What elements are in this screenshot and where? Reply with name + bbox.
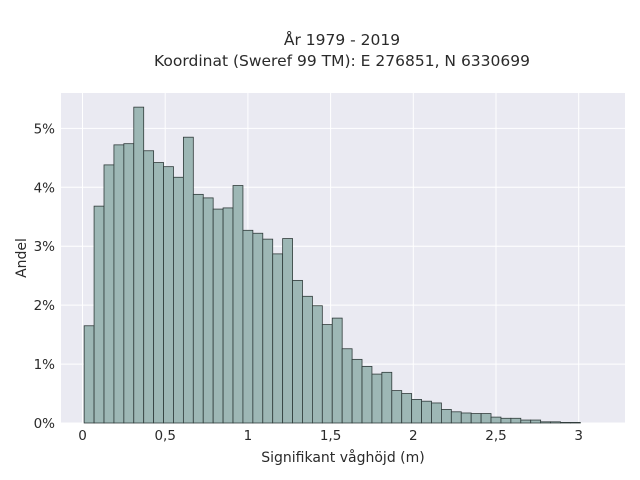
- histogram-bar: [133, 106, 145, 424]
- histogram-bar: [341, 348, 353, 424]
- x-tick-label: 2: [409, 428, 418, 444]
- y-tick-label: 0%: [34, 416, 56, 432]
- histogram-bar: [163, 166, 174, 424]
- histogram-bar: [192, 193, 204, 424]
- x-tick-label: 0: [78, 428, 87, 444]
- histogram-bar: [103, 164, 115, 424]
- x-axis-label: Signifikant våghöjd (m): [261, 449, 424, 466]
- histogram-bar: [450, 411, 462, 424]
- chart-title-line-1: År 1979 - 2019: [284, 30, 400, 49]
- histogram-bar: [252, 232, 264, 424]
- histogram-bar: [321, 324, 333, 424]
- histogram-bar: [123, 143, 135, 424]
- y-tick-label: 1%: [34, 357, 56, 373]
- y-tick-label: 2%: [34, 298, 56, 314]
- histogram-bar: [302, 295, 313, 424]
- histogram-bar: [391, 390, 403, 424]
- histogram-bar: [242, 229, 254, 424]
- x-tick-label: 2,5: [485, 428, 506, 444]
- x-tick-label: 1: [244, 428, 253, 444]
- y-axis-ticks: 0% 1% 2% 3% 4% 5%: [34, 121, 56, 432]
- y-axis-label: Andel: [14, 238, 30, 278]
- histogram-bar: [421, 400, 432, 424]
- histogram-bar: [312, 305, 323, 424]
- y-tick-label: 4%: [34, 180, 56, 196]
- histogram-bar: [361, 366, 373, 424]
- histogram-bar: [381, 371, 393, 424]
- histogram-bar: [182, 136, 194, 424]
- histogram-bar: [540, 421, 551, 424]
- histogram-bar: [470, 413, 482, 424]
- histogram-bar: [222, 207, 234, 424]
- histogram-bar: [520, 419, 532, 424]
- histogram-bar: [490, 416, 502, 424]
- histogram-bar: [351, 358, 363, 424]
- histogram-bar: [212, 208, 224, 424]
- histogram-bar: [570, 422, 581, 424]
- histogram-bar: [331, 317, 343, 424]
- histogram-bar: [292, 279, 303, 424]
- histogram-bar: [173, 176, 184, 424]
- histogram-bar: [441, 409, 452, 424]
- histogram-bar: [460, 412, 472, 424]
- histogram-bar: [113, 144, 125, 424]
- histogram-bar: [510, 417, 522, 424]
- x-tick-label: 3: [574, 428, 583, 444]
- histogram-bar: [411, 399, 422, 424]
- chart-title-line-2: Koordinat (Sweref 99 TM): E 276851, N 63…: [154, 52, 530, 70]
- histogram-bar: [153, 162, 164, 424]
- histogram-bar: [500, 417, 512, 424]
- histogram-bar: [272, 253, 284, 424]
- x-tick-label: 1,5: [320, 428, 341, 444]
- histogram-bar: [143, 150, 155, 424]
- histogram-bar: [282, 238, 293, 424]
- histogram-bar: [93, 205, 105, 424]
- histogram-bar: [431, 402, 442, 424]
- histogram-bar: [480, 413, 492, 424]
- histogram-bar: [550, 421, 561, 424]
- histogram-bar: [530, 419, 542, 424]
- x-axis-ticks: 0 0,5 1 1,5 2 2,5 3: [78, 428, 583, 444]
- histogram-bars: [83, 106, 581, 424]
- x-tick-label: 0,5: [154, 428, 175, 444]
- histogram-bar: [560, 422, 571, 424]
- histogram-bar: [83, 325, 95, 424]
- histogram-bar: [202, 197, 214, 424]
- histogram-bar: [401, 393, 413, 424]
- y-tick-label: 3%: [34, 239, 56, 255]
- histogram-bar: [262, 238, 274, 424]
- histogram-bar: [371, 373, 383, 424]
- histogram-bar: [232, 185, 244, 424]
- y-tick-label: 5%: [34, 121, 56, 137]
